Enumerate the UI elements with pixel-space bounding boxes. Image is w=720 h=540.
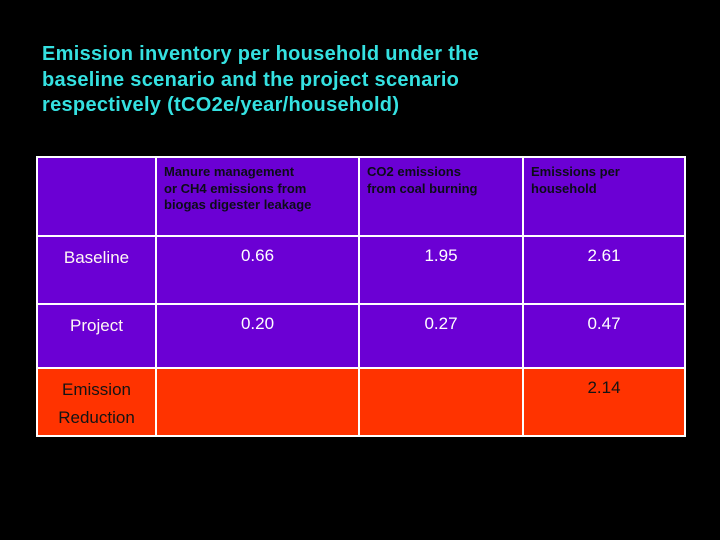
reduction-manure-value [157, 369, 358, 435]
slide-title-line-2: baseline scenario and the project scenar… [42, 68, 460, 91]
row-label-emission-reduction: Emission Reduction [38, 369, 155, 435]
row-label-baseline: Baseline [38, 237, 155, 303]
header-per-household-line-2: household [531, 180, 597, 196]
header-manure-line-2: or CH4 emissions from [164, 180, 307, 196]
header-cell-manure: Manure management or CH4 emissions from … [157, 158, 358, 235]
header-per-household-line-1: Emissions per [531, 164, 620, 179]
slide-title-line-3: respectively (tCO2e/year/household) [42, 94, 400, 116]
header-co2-line-2: from coal burning [367, 180, 478, 196]
header-manure-line-1: Manure management [164, 164, 295, 179]
slide-title: Emission inventory per household under t… [42, 42, 479, 119]
project-total-value: 0.47 [524, 305, 684, 367]
project-manure-value: 0.20 [157, 305, 358, 367]
header-co2-line-1: CO2 emissions [367, 164, 461, 179]
slide-title-line-1: Emission inventory per household under t… [42, 43, 480, 65]
baseline-manure-value: 0.66 [157, 237, 358, 303]
baseline-total-value: 2.61 [524, 237, 684, 303]
reduction-co2-value [360, 369, 522, 435]
reduction-total-value: 2.14 [524, 369, 684, 435]
project-co2-value: 0.27 [360, 305, 522, 367]
baseline-co2-value: 1.95 [360, 237, 522, 303]
row-label-project: Project [38, 305, 155, 367]
header-cell-co2: CO2 emissions from coal burning [360, 158, 522, 235]
emissions-table: Manure management or CH4 emissions from … [36, 156, 686, 437]
header-cell-empty [38, 158, 155, 235]
header-manure-line-3: biogas digester leakage [164, 197, 312, 212]
header-cell-per-household: Emissions per household [524, 158, 684, 235]
